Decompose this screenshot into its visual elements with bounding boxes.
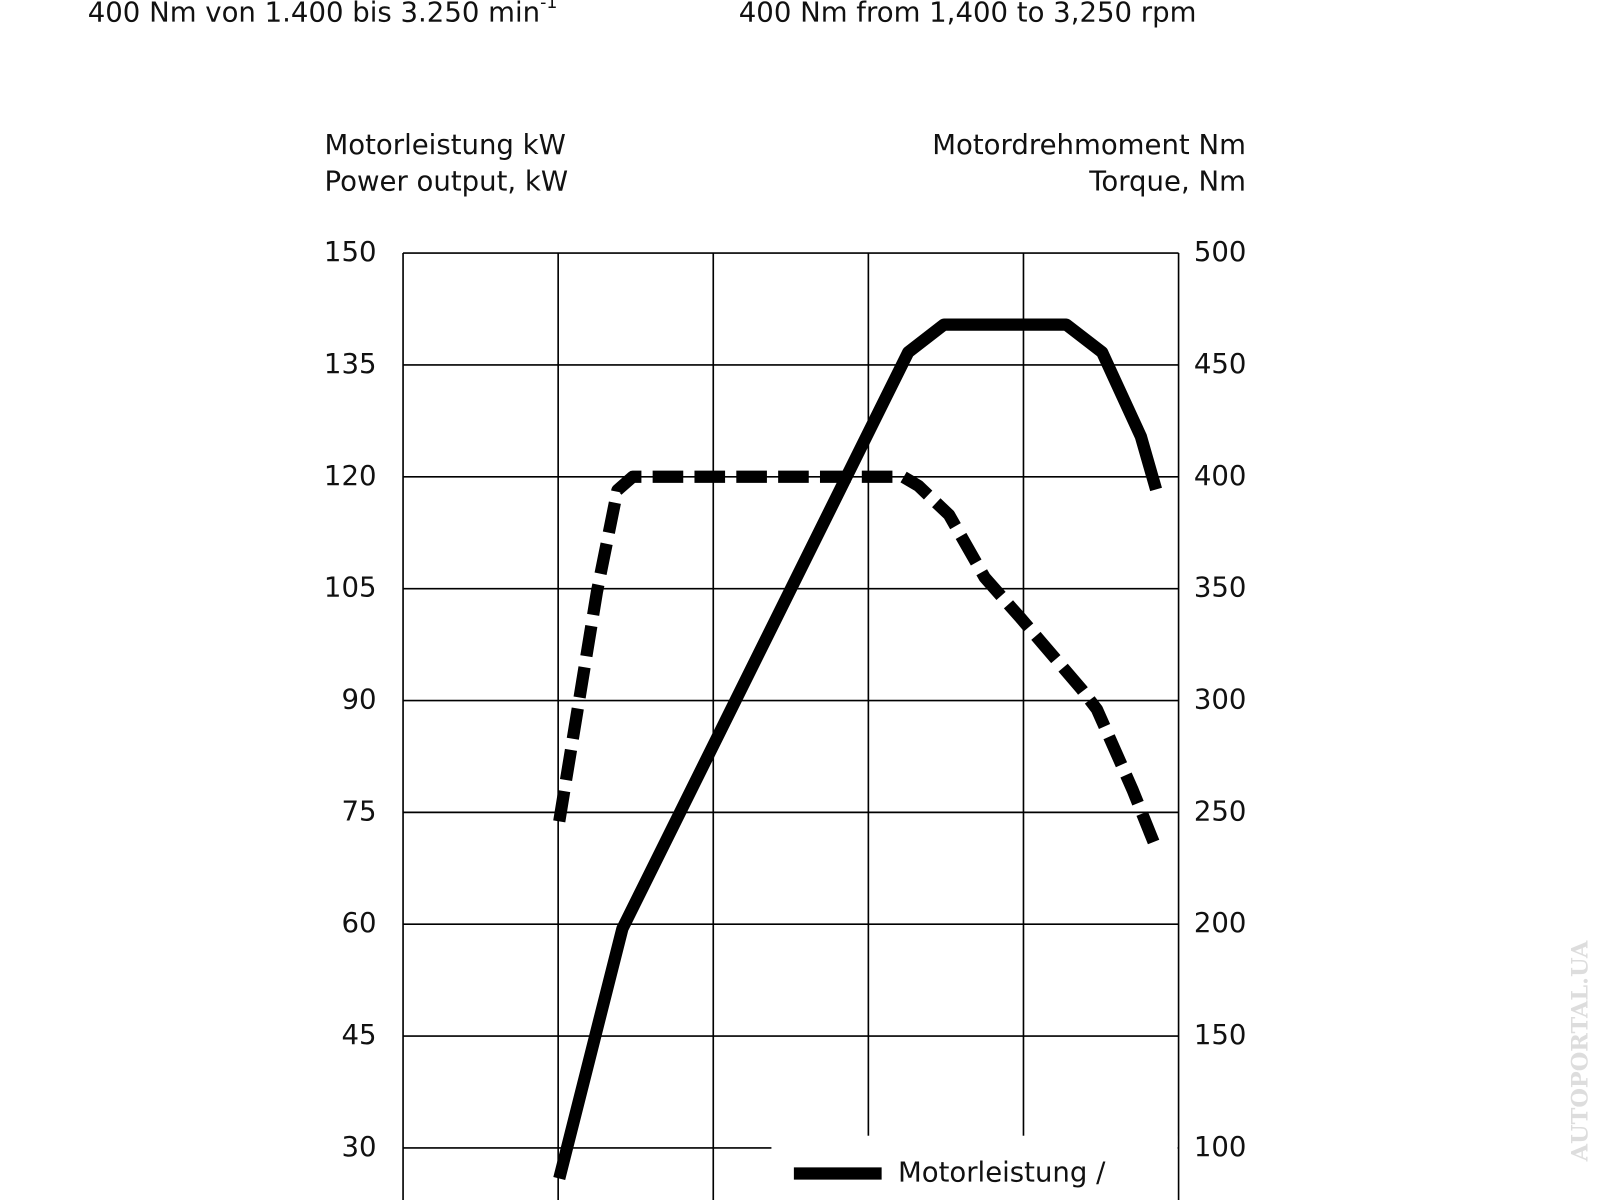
y-tick-label: 105 <box>324 572 377 604</box>
y-axis-title: Motorleistung kW <box>324 129 565 161</box>
y2-tick-label: 450 <box>1194 348 1247 380</box>
y2-tick-label: 100 <box>1194 1131 1247 1163</box>
legend-label: Motorleistung / <box>898 1156 1106 1188</box>
watermark: AUTOPORTAL.UA <box>1568 940 1594 1162</box>
header-english: 400 Nm from 1,400 to 3,250 rpm <box>739 0 1197 28</box>
line-series <box>553 470 1162 851</box>
y2-tick-label: 200 <box>1194 907 1247 939</box>
y-tick-label: 90 <box>341 684 376 716</box>
y2-tick-label: 400 <box>1194 460 1247 492</box>
line-series <box>553 318 1162 1181</box>
y-tick-label: 135 <box>324 348 377 380</box>
y-tick-label: 60 <box>341 907 376 939</box>
y2-axis-title: Torque, Nm <box>1088 166 1246 198</box>
y-tick-label: 120 <box>324 460 377 492</box>
y-tick-label: 75 <box>341 795 376 827</box>
y-tick-label: 30 <box>341 1131 376 1163</box>
y2-tick-label: 300 <box>1194 684 1247 716</box>
y-tick-label: 150 <box>324 236 377 268</box>
header-german: 400 Nm von 1.400 bis 3.250 min-1 <box>88 0 558 28</box>
y2-tick-label: 350 <box>1194 572 1247 604</box>
y2-tick-label: 250 <box>1194 795 1247 827</box>
y-axis-title: Power output, kW <box>324 166 568 198</box>
y-tick-label: 45 <box>341 1019 376 1051</box>
y2-axis-title: Motordrehmoment Nm <box>932 129 1246 161</box>
y2-tick-label: 150 <box>1194 1019 1247 1051</box>
y2-tick-label: 500 <box>1194 236 1247 268</box>
